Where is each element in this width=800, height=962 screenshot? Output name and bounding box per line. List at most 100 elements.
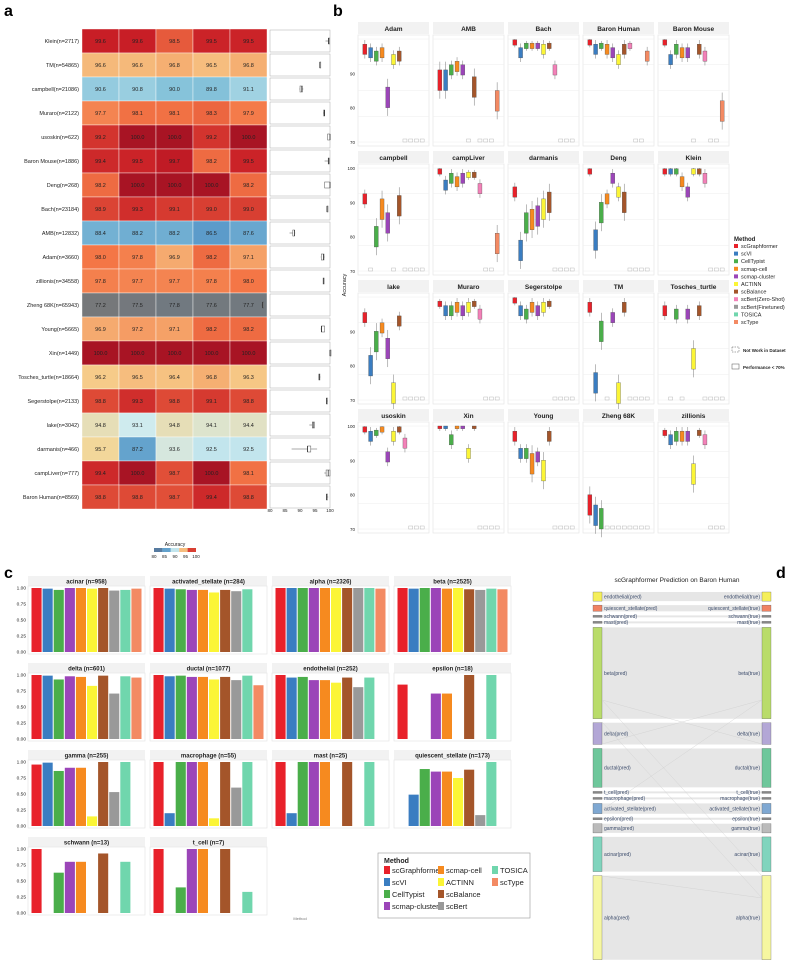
bar-facet-strip (150, 837, 267, 847)
sankey-label-true: endothelial(true) (724, 594, 760, 600)
boxplot-box (599, 320, 604, 342)
boxplot-box (627, 42, 633, 49)
bar-legend-title: Method (384, 858, 409, 865)
heatmap-cell-value: 98.1 (243, 471, 254, 477)
boxplot-legend-swatch (734, 259, 738, 264)
boxplot-axis-tick: 90 (297, 508, 303, 513)
facet-title: Xin (463, 413, 473, 420)
bar (64, 767, 75, 826)
bar-legend-label: TOSICA (500, 866, 528, 875)
mini-boxplot-box (327, 133, 331, 141)
bar (430, 588, 441, 652)
heatmap-cell (118, 484, 157, 510)
heatmap-cell-value: 96.5 (132, 375, 143, 381)
boxplot-ytick: 90 (350, 458, 356, 463)
bar-facet-strip (394, 663, 511, 673)
boxplot-box (524, 448, 529, 459)
heatmap-cell (192, 148, 231, 174)
heatmap-cell (229, 268, 268, 294)
heatmap-cell-value: 94.8 (169, 423, 180, 429)
boxplot-box (622, 44, 627, 55)
bar-facet-strip (394, 576, 511, 586)
sankey-node-pred (592, 604, 603, 612)
sankey-node-pred (592, 875, 603, 960)
sankey-node-true (761, 627, 772, 719)
bar (98, 675, 109, 739)
not-applicable-marker (402, 267, 408, 272)
boxplot-box (362, 426, 368, 433)
bar (275, 762, 286, 826)
heatmap-row-label: TM(n=54865) (46, 63, 79, 69)
heatmap-cell (81, 484, 120, 510)
heatmap-cell (192, 28, 231, 54)
heatmap-cell-value: 96.6 (132, 63, 143, 69)
heatmap-legend-swatch (170, 548, 180, 552)
bar (364, 588, 375, 652)
heatmap-row-label: Baron Human(n=8569) (23, 495, 79, 501)
bar (53, 872, 64, 913)
mini-boxplot-box (324, 181, 331, 189)
boxplot-box (385, 338, 390, 359)
heatmap-cell-value: 95.7 (95, 447, 106, 453)
sankey-node-true (761, 621, 772, 624)
mini-boxplot-frame (269, 389, 331, 413)
boxplot-box (362, 44, 368, 55)
bar-ytick: 0.50 (17, 705, 27, 711)
boxplot-box (397, 195, 402, 217)
sankey-node-pred (592, 791, 603, 794)
bar (297, 588, 308, 652)
heatmap-cell-value: 100.0 (94, 351, 108, 357)
heatmap-cell-value: 98.2 (243, 327, 254, 333)
facet-strip (583, 409, 654, 421)
bar (353, 588, 364, 652)
bar-legend-label: scmap-cluster (392, 902, 439, 911)
facet-title: campLiver (452, 155, 485, 162)
sankey-label-true: beta(true) (738, 671, 760, 677)
sankey-node-true (761, 604, 772, 612)
bar (486, 588, 497, 652)
boxplot-ytick: 90 (350, 71, 356, 76)
bar (186, 849, 197, 913)
heatmap-cell (192, 172, 231, 198)
not-applicable-marker (564, 138, 569, 143)
bar (131, 588, 142, 652)
heatmap-row-label: Muraro(n=2122) (39, 111, 79, 117)
boxplot-legend-swatch (734, 312, 738, 317)
sankey-node-true (761, 836, 772, 872)
sankey-node-pred (592, 591, 603, 602)
heatmap-cell (81, 100, 120, 126)
boxplot-box (529, 301, 535, 313)
heatmap-cell-value: 99.1 (169, 207, 180, 213)
bar-facet-title: alpha (n=2326) (310, 580, 352, 586)
sankey-label-pred: delta(pred) (604, 731, 629, 737)
boxplot-ytick: 80 (350, 106, 356, 111)
bar-facet-title: t_cell (n=7) (193, 841, 225, 847)
boxplot-box (449, 172, 454, 184)
not-applicable-marker (408, 267, 413, 272)
heatmap-row-label: lake(n=3042) (47, 423, 79, 429)
heatmap-cell (192, 436, 231, 462)
heatmap-cell-value: 98.8 (95, 399, 106, 405)
bar (441, 588, 452, 652)
bar-facet-strip (150, 576, 267, 586)
bar-legend-swatch (438, 878, 444, 886)
boxplot-legend-swatch (734, 282, 738, 286)
boxplot-box (524, 308, 529, 320)
bar-facet-title: epsilon (n=18) (432, 667, 473, 673)
not-applicable-marker (610, 525, 615, 530)
heatmap-cell-value: 100.0 (168, 183, 182, 189)
not-applicable-marker (483, 138, 488, 143)
heatmap-cell (155, 220, 194, 246)
bar (87, 588, 98, 652)
boxplot-box (644, 50, 650, 62)
bar (131, 677, 142, 739)
not-applicable-marker (402, 396, 408, 401)
not-applicable-marker (633, 396, 638, 401)
boxplot-box (460, 305, 465, 317)
facet-strip (658, 22, 729, 34)
heatmap-cell-value: 99.3 (132, 207, 143, 213)
sankey-label-pred: beta(pred) (604, 671, 627, 677)
not-applicable-marker (558, 138, 563, 143)
sankey-node-pred (592, 748, 603, 788)
not-applicable-marker (414, 267, 419, 272)
